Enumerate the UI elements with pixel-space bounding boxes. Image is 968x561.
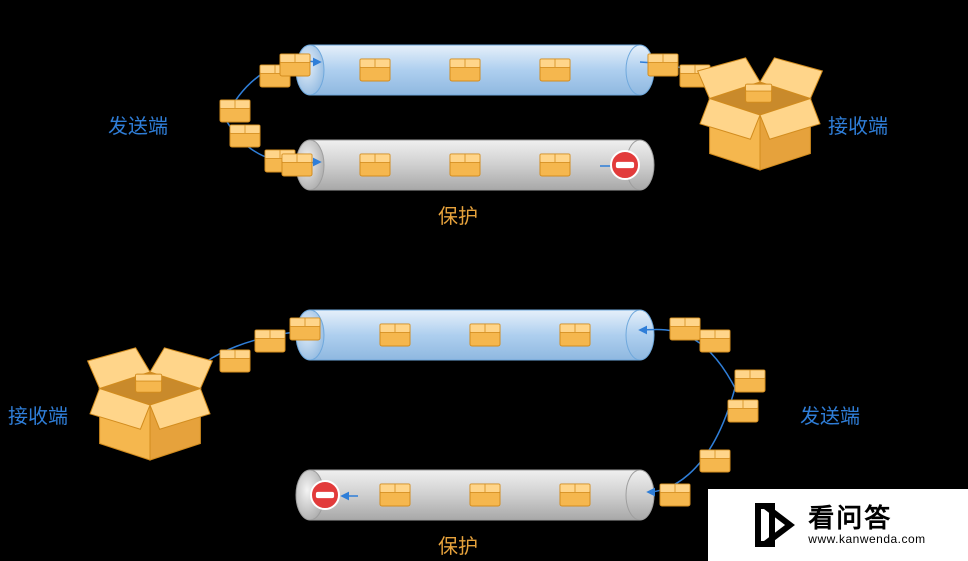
label-receiver-top: 接收端: [828, 110, 888, 139]
label-protect-top: 保护: [438, 200, 478, 229]
network-diagram: [0, 0, 968, 561]
watermark-url: www.kanwenda.com: [808, 533, 925, 546]
watermark-logo-icon: [750, 500, 800, 550]
label-receiver-bot: 接收端: [8, 400, 68, 429]
label-sender-top: 发送端: [108, 110, 168, 139]
label-protect-bot: 保护: [438, 530, 478, 559]
watermark-title: 看问答: [808, 504, 925, 533]
label-sender-bot: 发送端: [800, 400, 860, 429]
watermark: 看问答 www.kanwenda.com: [708, 489, 968, 561]
